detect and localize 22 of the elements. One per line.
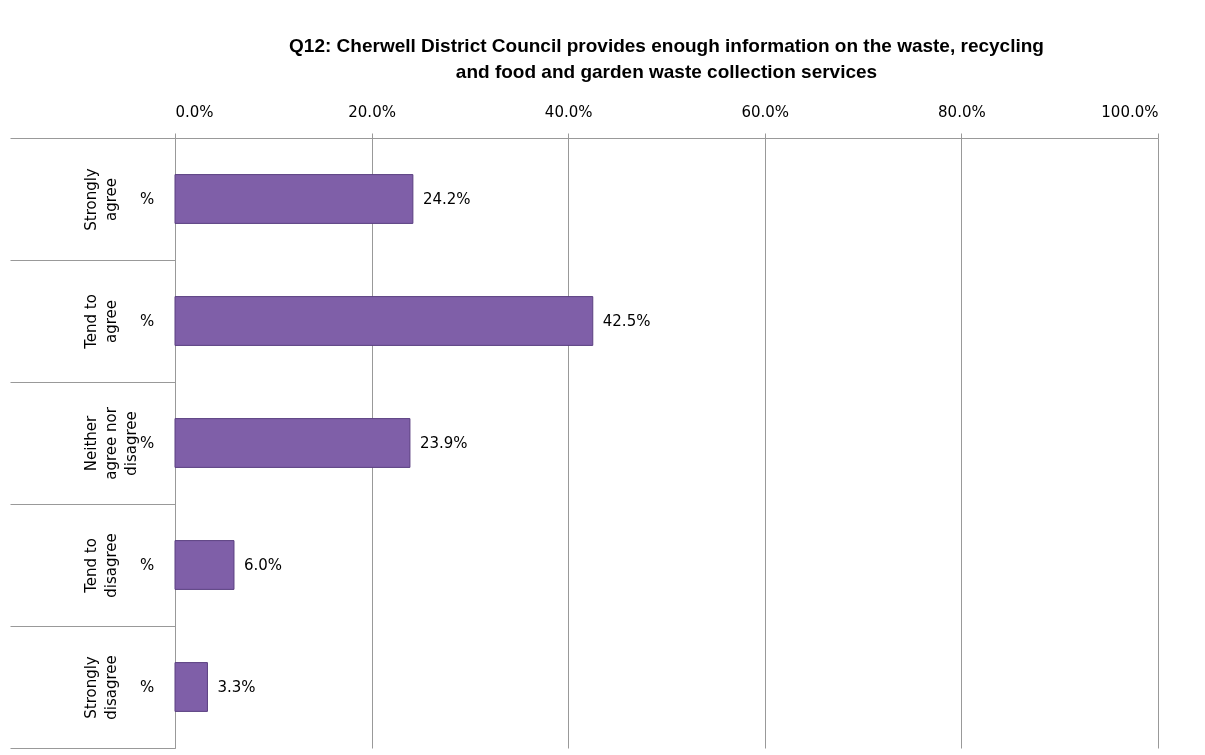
- text: %: [139, 312, 155, 330]
- y-tick-label: Tend to agree: [81, 294, 120, 350]
- x-tick-label: 20.0%: [348, 102, 396, 121]
- y-tick-label: Strongly disagree: [81, 655, 120, 720]
- x-tick-label: 80.0%: [938, 102, 986, 121]
- x-tick-label: 0.0%: [175, 102, 214, 121]
- y-tick-label: Tend to disagree: [81, 533, 120, 598]
- data-label: 24.2%: [422, 190, 471, 208]
- x-tick-label: 100.0%: [1101, 102, 1159, 121]
- data-label: 23.9%: [419, 434, 468, 452]
- y-tick-label: Neither agree nor disagree: [81, 406, 140, 480]
- data-label: 6.0%: [243, 556, 283, 574]
- text: %: [139, 190, 155, 208]
- data-label: 3.3%: [217, 678, 256, 696]
- x-tick-label: 60.0%: [741, 102, 790, 121]
- data-label: 42.5%: [602, 312, 651, 330]
- x-tick-label: 40.0%: [544, 102, 593, 121]
- chart-title: Q12: Cherwell District Council provides enough information on the waste, recycling and food and garden waste collection services: [289, 35, 1044, 82]
- text: %: [139, 556, 155, 574]
- text: %: [139, 434, 155, 452]
- text: %: [139, 678, 155, 696]
- y-tick-label: Strongly agree: [81, 168, 120, 231]
